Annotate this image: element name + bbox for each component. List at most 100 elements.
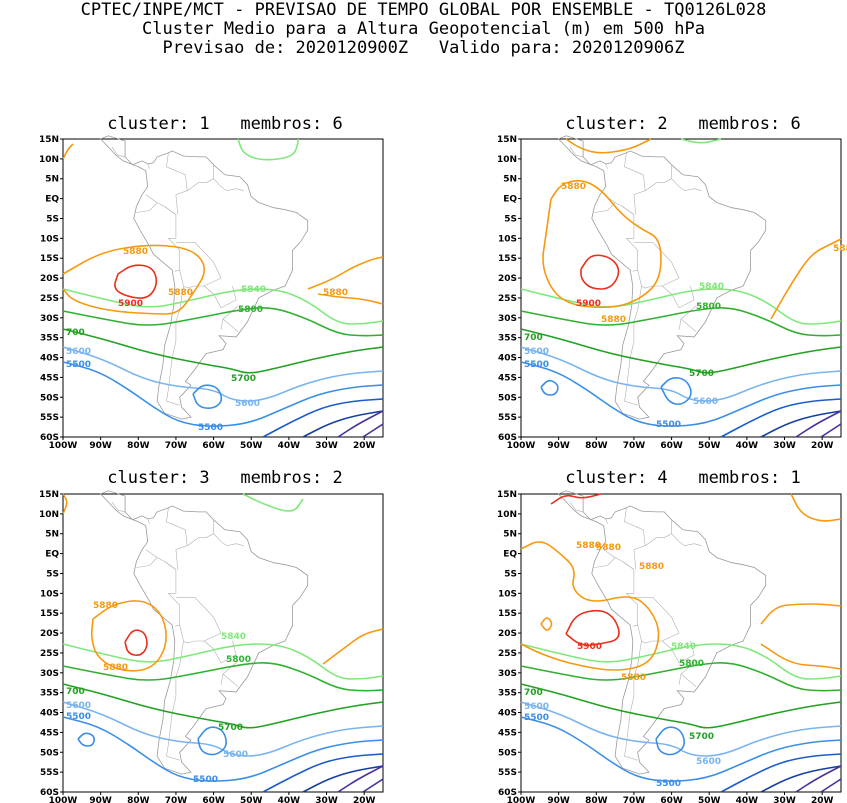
- country-border: [632, 624, 638, 627]
- contour-label: 5880: [596, 543, 621, 553]
- lat-label: 10N: [39, 510, 59, 520]
- lat-label: 20S: [498, 274, 517, 284]
- contour-label: 700: [66, 687, 85, 697]
- country-border: [117, 154, 126, 158]
- lon-label: 30W: [773, 796, 796, 803]
- coastline: [99, 135, 309, 420]
- lat-label: 10S: [40, 589, 59, 599]
- country-border: [645, 164, 672, 191]
- contour-5880: [770, 238, 842, 320]
- lon-label: 40W: [736, 441, 759, 451]
- contour-label: 5600: [66, 701, 91, 711]
- contour-5400: [720, 753, 842, 793]
- country-border: [671, 533, 702, 547]
- country-border: [213, 178, 244, 192]
- contour-5880: [520, 541, 660, 671]
- lon-label: 90W: [547, 441, 570, 451]
- country-border: [204, 285, 237, 309]
- map-body: 5880590058805885840580070056005500570056…: [520, 135, 847, 438]
- contour-5200: [820, 423, 842, 438]
- contour-label: 5880: [168, 288, 193, 298]
- contour-label: 5500: [66, 360, 91, 370]
- country-border: [174, 269, 180, 272]
- contour-label: 5600: [223, 750, 248, 760]
- lat-label: 55S: [498, 413, 517, 423]
- contour-label: 5880: [323, 288, 348, 298]
- contour-5880: [307, 256, 384, 290]
- contour-5200: [362, 778, 384, 793]
- lat-label: EQ: [45, 195, 59, 205]
- lon-label: 20W: [811, 796, 834, 803]
- lat-label: 20S: [40, 629, 59, 639]
- country-border: [594, 202, 616, 213]
- lon-label: 90W: [89, 796, 112, 803]
- panel-title-2: cluster: 2 membros: 6: [565, 114, 801, 134]
- country-border: [662, 285, 695, 309]
- contour-5600: [62, 701, 384, 757]
- contour-label: 5840: [221, 632, 246, 642]
- country-border: [671, 178, 702, 192]
- lat-label: 15S: [40, 609, 59, 619]
- lat-label: 60S: [498, 788, 517, 798]
- contour-label: 5500: [656, 779, 681, 789]
- contour-label: 5600: [235, 399, 260, 409]
- panel-title-3: cluster: 3 membros: 2: [107, 468, 343, 488]
- lat-label: 10N: [497, 510, 517, 520]
- lat-label: 15S: [40, 254, 59, 264]
- contour-label: 5900: [576, 299, 601, 309]
- contour-label: 5600: [696, 757, 721, 767]
- lat-label: 60S: [40, 788, 59, 798]
- contour-5900: [550, 493, 602, 505]
- contour-5880: [62, 244, 206, 315]
- map-body: 5880 5900 5880 5880 5840 5800 700 5600 5500 5700 5…: [62, 135, 384, 438]
- lon-label: 60W: [660, 796, 683, 803]
- country-border: [147, 518, 150, 524]
- contour-5840: [237, 138, 299, 161]
- contour-5500: [655, 726, 685, 756]
- lat-label: 10S: [498, 589, 517, 599]
- lat-label: EQ: [45, 550, 59, 560]
- contour-label: 5700: [218, 723, 243, 733]
- contour-label: 5700: [689, 732, 714, 742]
- country-border: [166, 507, 188, 570]
- lat-label: 15N: [39, 135, 59, 145]
- contour-label: 5800: [238, 305, 263, 315]
- contour-5500: [540, 379, 559, 396]
- contour-5400: [262, 398, 384, 438]
- contour-5500: [192, 384, 223, 409]
- contour-label: 5800: [679, 659, 704, 669]
- header-line-1: CPTEC/INPE/MCT - PREVISAO DE TEMPO GLOBA…: [80, 0, 767, 20]
- contour-label: 5500: [193, 775, 218, 785]
- contour-5880: [790, 493, 842, 522]
- country-border: [164, 561, 222, 644]
- contour-label: 5880: [601, 315, 626, 325]
- lon-label: 100W: [49, 796, 78, 803]
- country-border: [166, 285, 184, 406]
- country-border: [117, 509, 126, 513]
- lat-label: 50S: [40, 393, 59, 403]
- lat-label: 60S: [40, 433, 59, 443]
- map-frame: [520, 138, 842, 438]
- country-border: [680, 318, 697, 332]
- lon-label: 100W: [49, 441, 78, 451]
- country-border: [680, 673, 697, 687]
- country-border: [213, 533, 244, 547]
- country-border: [645, 519, 672, 546]
- map-body: 5880588059005880588058405800700560055005…: [520, 490, 842, 793]
- lon-label: 50W: [698, 796, 721, 803]
- contour-5700: [62, 328, 384, 374]
- country-border: [624, 152, 646, 215]
- lon-label: 60W: [660, 441, 683, 451]
- contour-5700: [520, 328, 842, 374]
- lat-label: 60S: [498, 433, 517, 443]
- map-panel-1: 5880 5900 5880 5880 5840 5800 700 5600 5500 5700 5…: [39, 135, 384, 451]
- map-frame: [62, 493, 384, 793]
- country-border: [624, 640, 642, 761]
- country-border: [624, 507, 646, 570]
- contour-label: 5700: [689, 369, 714, 379]
- lat-label: 50S: [498, 748, 517, 758]
- map-frame: [520, 493, 842, 793]
- country-border: [187, 164, 214, 191]
- lat-label: 55S: [40, 413, 59, 423]
- contour-label: 5880: [103, 663, 128, 673]
